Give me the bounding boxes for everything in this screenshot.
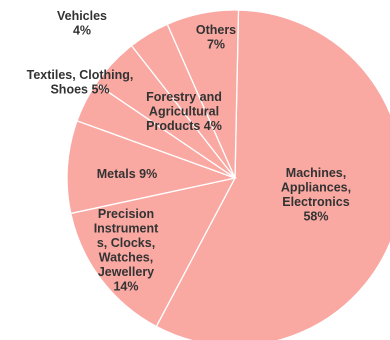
slice-label-line: Forestry and xyxy=(146,90,222,104)
slice-label-line: Precision xyxy=(98,207,154,221)
slice-label-line: Appliances, xyxy=(281,181,351,195)
slice-label-line: Products 4% xyxy=(146,119,222,133)
slice-label-4: Forestry and Agricultural Products 4% xyxy=(146,90,222,133)
slice-label-line: Instrument xyxy=(94,222,159,236)
slice-label-line: 4% xyxy=(73,24,91,38)
slice-label-line: 14% xyxy=(113,280,138,294)
slice-label-line: 58% xyxy=(303,210,328,224)
pie-slice-machines-appliances-electronics xyxy=(155,9,390,340)
slice-label-7: Others 7% xyxy=(196,23,236,52)
slice-label-line: Shoes 5% xyxy=(50,83,109,97)
pie-slice-precision-instruments-clocks-watches-jewellery xyxy=(70,177,237,328)
slice-label-line: 7% xyxy=(207,38,225,52)
slice-label-5: Textiles, Clothing, Shoes 5% xyxy=(27,68,134,97)
pie-slice-metals xyxy=(66,119,238,215)
slice-label-line: Watches, xyxy=(99,251,153,265)
slice-label-line: Vehicles xyxy=(57,9,107,23)
slice-label-line: Metals 9% xyxy=(97,167,157,181)
pie-slices xyxy=(66,9,390,340)
slice-label-1: Machines, Appliances, Electronics 58% xyxy=(281,166,351,224)
pie-labels: Machines, Appliances, Electronics 58% Precis… xyxy=(27,9,351,294)
pie-slice-others xyxy=(166,9,240,179)
slice-label-2: Precision Instrument s, Clocks, Watches, Jew… xyxy=(94,207,159,294)
slice-label-line: Textiles, Clothing, xyxy=(27,68,134,82)
slice-label-line: Agricultural xyxy=(149,105,219,119)
slice-label-line: Machines, xyxy=(286,166,346,180)
slice-label-line: Electronics xyxy=(282,195,349,209)
slice-label-3: Metals 9% xyxy=(97,167,157,181)
slice-label-line: Others xyxy=(196,23,236,37)
slice-label-6: Vehicles 4% xyxy=(57,9,107,38)
slice-label-line: Jewellery xyxy=(98,265,154,279)
slice-label-line: s, Clocks, xyxy=(97,236,155,250)
